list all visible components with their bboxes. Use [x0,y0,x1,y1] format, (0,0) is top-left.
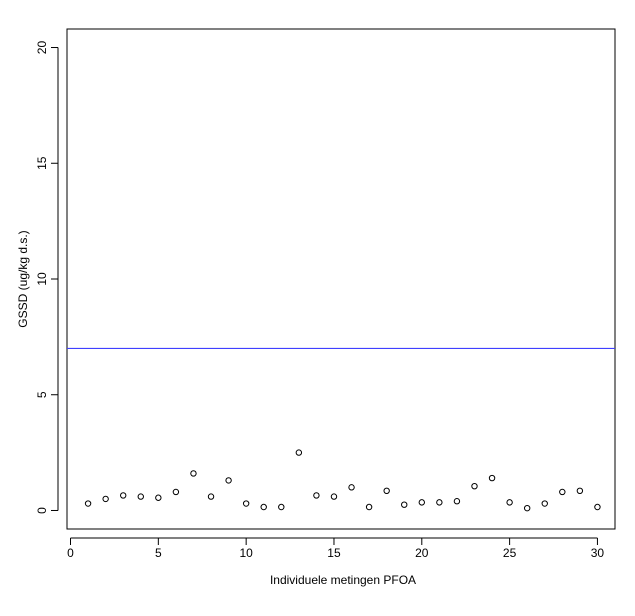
x-tick-label: 15 [327,546,341,560]
data-point [242,500,250,507]
data-point [84,500,92,507]
y-axis-label: GSSD (ug/kg d.s.) [16,230,30,327]
data-point [418,499,425,506]
y-tick-label: 20 [35,41,49,55]
x-tick-label: 5 [155,546,162,560]
data-point [155,494,162,501]
y-tick-label: 0 [35,507,49,514]
data-point [488,474,496,482]
data-point [295,449,303,456]
y-tick-label: 5 [35,391,49,398]
plot-frame [66,28,616,530]
data-point [559,488,566,496]
data-point [383,487,390,495]
data-point [365,503,373,511]
data-point [330,493,338,500]
data-point [190,470,197,477]
x-tick-label: 25 [503,546,517,560]
data-point [137,493,144,500]
data-point [120,492,127,499]
data-point [225,477,232,484]
data-points [84,449,601,512]
data-point [453,498,461,505]
x-axis: 0 5 10 15 20 25 30 [67,537,605,560]
data-point [260,503,267,511]
data-point [313,492,320,499]
data-point [576,487,584,495]
x-tick-label: 0 [67,546,74,560]
data-point [207,493,215,500]
y-axis: 0 5 10 15 20 [35,41,59,514]
data-point [436,499,443,506]
data-point [594,503,601,511]
y-tick-label: 15 [35,156,49,170]
x-tick-label: 30 [591,546,605,560]
data-point [471,482,478,490]
x-axis-label: Individuele metingen PFOA [270,573,416,587]
data-point [523,504,531,512]
data-point [172,488,180,496]
data-point [541,500,548,507]
x-tick-label: 20 [415,546,429,560]
x-tick-label: 10 [239,546,253,560]
data-point [102,495,109,503]
data-point [278,503,285,511]
y-tick-label: 10 [35,272,49,286]
data-point [506,499,513,506]
data-point [401,501,408,508]
data-point [348,484,355,491]
